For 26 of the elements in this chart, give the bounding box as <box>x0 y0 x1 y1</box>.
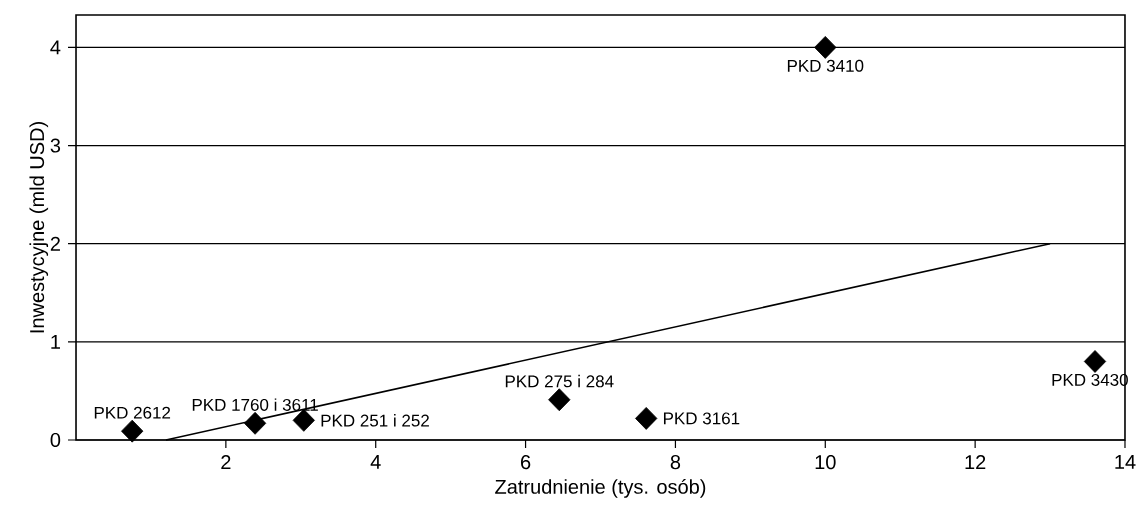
y-tick-label: 2 <box>50 236 60 251</box>
x-tick-label: 4 <box>370 455 381 469</box>
point <box>635 406 658 430</box>
y-tick-label: 3 <box>50 138 61 153</box>
point <box>243 411 267 435</box>
y-axis-title: Inwestycyjne (mld USD) <box>29 122 49 333</box>
annotation: PKD 1760 i 3611 <box>192 398 318 411</box>
annotation: PKD 2612 <box>94 406 171 419</box>
point <box>1083 350 1107 373</box>
x-tick-label: 8 <box>670 455 681 470</box>
annotation: PKD 251 i 252 <box>321 414 429 427</box>
point <box>548 388 571 412</box>
annotation: PKD 275 i 284 <box>505 374 614 388</box>
x-tick-label: 12 <box>965 455 986 470</box>
point <box>814 35 837 59</box>
y-tick-label: 4 <box>50 40 61 55</box>
point <box>121 419 144 443</box>
x-tick-label: 10 <box>815 455 836 470</box>
x-tick-label: 14 <box>1115 455 1136 469</box>
x-tick-label: 2 <box>221 455 231 470</box>
y-tick-label: 0 <box>50 432 61 448</box>
annotation: PKD 3410 <box>787 59 864 72</box>
y-tick-label: 1 <box>51 334 60 349</box>
x-tick-label: 6 <box>521 455 531 470</box>
x-axis-title: Zatrudnienie (tys. osób) <box>495 478 706 498</box>
annotation: PKD 3161 <box>663 412 740 425</box>
